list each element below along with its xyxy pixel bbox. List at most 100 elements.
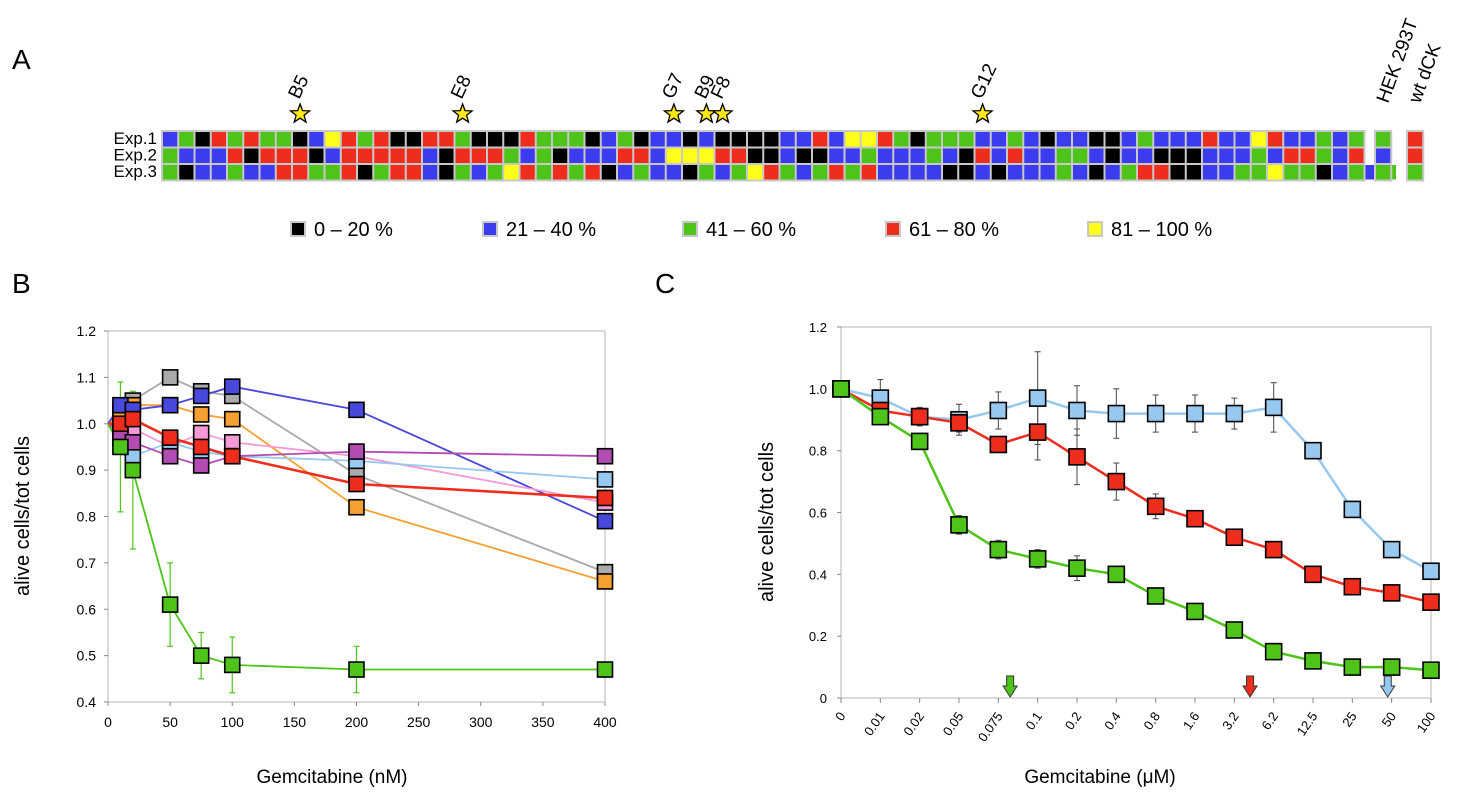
heatmap-cell [683, 165, 698, 180]
series-line [840, 387, 1432, 604]
data-point [1382, 658, 1401, 676]
heatmap-cell [455, 132, 470, 147]
data-point [223, 656, 241, 674]
heatmap-cell [1024, 165, 1039, 180]
heatmap-cell [861, 132, 876, 147]
y-tick-label: 0.6 [809, 506, 827, 521]
heatmap-cell [1219, 132, 1234, 147]
heatmap-cell [634, 165, 649, 180]
heatmap-cell [1154, 148, 1169, 163]
heatmap-cell [861, 165, 876, 180]
heatmap-cell [195, 132, 210, 147]
heatmap-cell [975, 132, 990, 147]
heatmap-cell [1268, 148, 1283, 163]
data-point [1186, 404, 1204, 423]
control-cell [1408, 132, 1423, 147]
heatmap-cell [1121, 132, 1136, 147]
data-point [989, 435, 1008, 454]
x-tick-label: 50 [1379, 709, 1400, 729]
heatmap-cell [1089, 132, 1104, 147]
heatmap-cell [293, 132, 308, 147]
heatmap-cell [699, 148, 714, 163]
data-point [1382, 584, 1401, 602]
heatmap-cell [406, 132, 421, 147]
heatmap-cell [325, 165, 340, 180]
data-point [1264, 540, 1283, 559]
heatmap-cell [309, 165, 324, 180]
down-arrow-icon [1002, 675, 1019, 698]
data-point [1146, 404, 1165, 423]
heatmap-cell [731, 148, 746, 163]
legend-label: 0 – 20 % [314, 219, 393, 241]
x-tick-label: 0 [104, 714, 112, 730]
x-tick-label: 50 [162, 714, 178, 730]
heatmap-cell [618, 148, 633, 163]
heatmap-cell [374, 165, 389, 180]
y-tick-label: 0.4 [809, 567, 827, 582]
heatmap-cell [358, 132, 373, 147]
heatmap-cell [1073, 148, 1088, 163]
heatmap-cell [1170, 165, 1185, 180]
x-tick-label: 250 [407, 714, 431, 730]
heatmap-cell [1154, 132, 1169, 147]
data-point [1146, 587, 1165, 605]
legend-label: 41 – 60 % [706, 219, 796, 241]
data-point [192, 457, 210, 474]
control-cell [1408, 165, 1423, 180]
heatmap-cell [634, 132, 649, 147]
panel-b-chart: 0.4 0.5 0.6 0.7 0.8 0.9 1.0 1.1 1.2 0 50 100 150 200 2… [12, 323, 617, 788]
heatmap-cell [829, 165, 844, 180]
heatmap-cell [975, 165, 990, 180]
x-tick-label: 300 [469, 714, 493, 730]
heatmap-cell [569, 148, 584, 163]
heatmap-cell [1040, 148, 1055, 163]
heatmap-cell [1235, 132, 1250, 147]
heatmap-cell [715, 148, 730, 163]
heatmap-cell [878, 148, 893, 163]
heatmap-cell [1008, 132, 1023, 147]
heatmap-cell [439, 132, 454, 147]
heatmap-cell [488, 148, 503, 163]
data-point [192, 424, 210, 442]
data-point [348, 498, 365, 516]
heatmap-cell [1268, 132, 1283, 147]
panel-label-b: B [12, 268, 31, 299]
data-point [596, 512, 614, 530]
heatmap-cell [991, 165, 1006, 180]
marker-star-icon [662, 102, 686, 124]
data-point [1028, 423, 1047, 441]
data-point [1107, 472, 1126, 491]
heatmap-cell [1284, 132, 1299, 147]
heatmap-cell [748, 148, 763, 163]
heatmap-cell [1349, 165, 1364, 180]
x-tick-label: 200 [345, 714, 369, 730]
x-tick-label: 3.2 [1219, 709, 1242, 732]
marker-label: E8 [447, 72, 476, 102]
data-point [1068, 448, 1086, 466]
heatmap-cell [699, 165, 714, 180]
heatmap-cell [991, 148, 1006, 163]
heatmap-cell [1251, 148, 1266, 163]
heatmap-cell [699, 132, 714, 147]
heatmap-cell [1235, 165, 1250, 180]
marker-star-icon [971, 102, 994, 124]
data-point [1028, 550, 1047, 568]
panel-label-a: A [12, 44, 31, 75]
data-point [1225, 404, 1244, 423]
heatmap-cell [1024, 148, 1039, 163]
heatmap-cell [228, 132, 243, 147]
heatmap-cell [1170, 132, 1185, 147]
heatmap-cell [163, 148, 178, 163]
heatmap-cell [845, 148, 860, 163]
heatmap-cell [780, 132, 795, 147]
heatmap-cell [1300, 132, 1315, 147]
heatmap-cell [260, 148, 275, 163]
data-point [1028, 389, 1047, 407]
y-tick-label: 0.6 [77, 601, 97, 617]
heatmap-cell [748, 132, 763, 147]
heatmap-cell [926, 132, 941, 147]
down-arrow-icon [1379, 675, 1396, 698]
heatmap-cell [910, 165, 925, 180]
y-tick-label: 0.4 [77, 694, 97, 710]
